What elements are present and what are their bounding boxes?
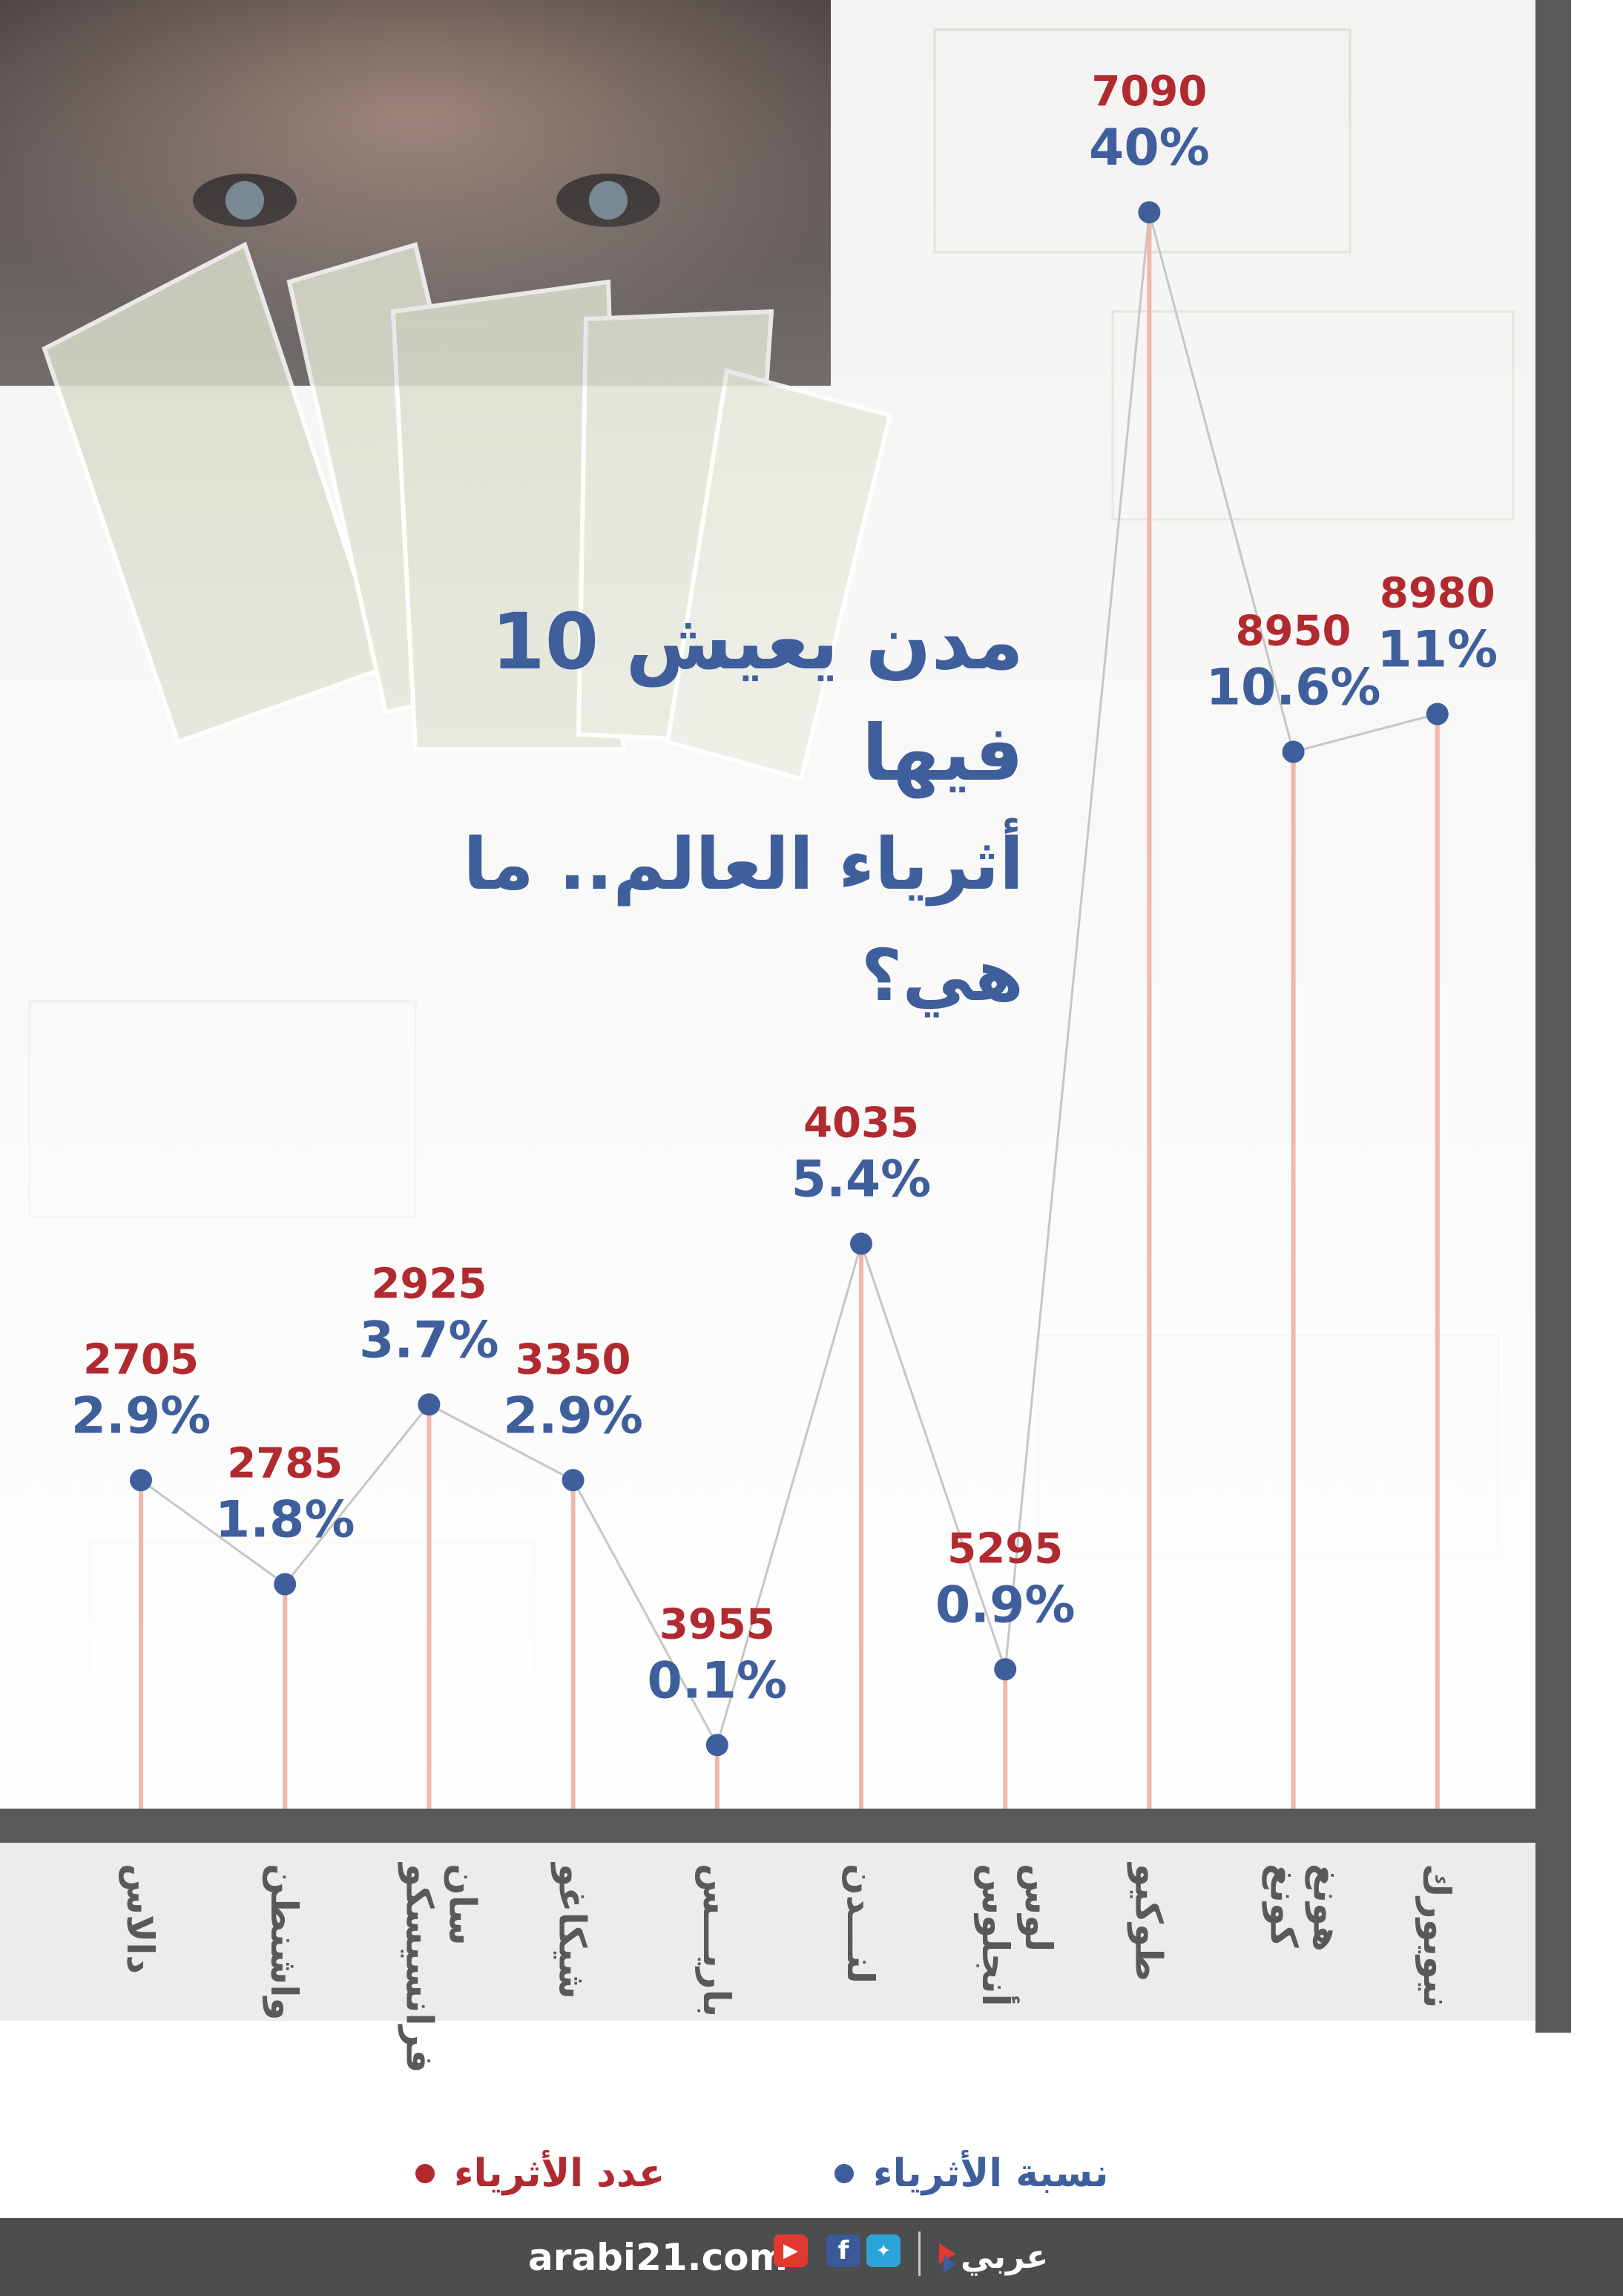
data-point-8 bbox=[1282, 740, 1305, 763]
legend-item-count: عدد الأثرياء bbox=[415, 2140, 665, 2207]
percent-label-8: 10.6% bbox=[1206, 659, 1381, 717]
arabi21-logo-icon bbox=[939, 2243, 955, 2273]
category-label-5: لنـــدن bbox=[839, 1864, 882, 1984]
legend-dot-count bbox=[415, 2164, 435, 2183]
category-text-6: لوسأنجلوس bbox=[973, 1864, 1060, 2007]
percent-label-0: 2.9% bbox=[71, 1387, 211, 1445]
youtube-icon[interactable]: ▶ bbox=[774, 2234, 808, 2267]
title-line-1: 10 مدن يعيش فيها bbox=[491, 596, 1024, 798]
percent-label-6: 0.9% bbox=[935, 1576, 1076, 1634]
data-point-5 bbox=[850, 1232, 872, 1255]
category-text-4: باريـــس bbox=[695, 1864, 738, 2017]
category-text-9: نيويورك bbox=[1415, 1864, 1458, 2008]
category-label-2: سانفرانسيسكو bbox=[397, 1861, 484, 2073]
legend-label-count: عدد الأثرياء bbox=[454, 2151, 665, 2196]
category-text-5: لنـــدن bbox=[839, 1864, 882, 1984]
series-connector-line bbox=[140, 211, 1438, 1749]
data-point-2 bbox=[418, 1393, 441, 1416]
data-point-0 bbox=[130, 1469, 152, 1492]
percent-label-3: 2.9% bbox=[503, 1387, 643, 1445]
data-point-1 bbox=[274, 1573, 297, 1596]
x-axis-bar bbox=[0, 1809, 1571, 1843]
data-point-7 bbox=[1138, 201, 1161, 224]
legend-dot-percent bbox=[834, 2164, 854, 2183]
x-axis-label-band bbox=[0, 1843, 1535, 2021]
category-label-7: طوكيو bbox=[1126, 1861, 1170, 1981]
frame-right-bar bbox=[1535, 0, 1571, 2033]
data-point-9 bbox=[1426, 703, 1449, 726]
count-label-1: 2785 bbox=[227, 1440, 343, 1488]
count-label-5: 4035 bbox=[803, 1099, 919, 1148]
twitter-icon[interactable]: ✦ bbox=[866, 2234, 901, 2267]
category-label-0: دالاس bbox=[119, 1864, 162, 1974]
data-point-3 bbox=[562, 1469, 585, 1492]
percent-label-5: 5.4% bbox=[791, 1151, 932, 1209]
category-label-6: لوسأنجلوس bbox=[973, 1864, 1060, 2007]
count-label-8: 8950 bbox=[1236, 608, 1352, 656]
count-label-9: 8980 bbox=[1380, 570, 1495, 618]
percent-label-4: 0.1% bbox=[648, 1651, 788, 1710]
title-line-2: أثرياء العالم.. ما هي؟ bbox=[463, 823, 1024, 1017]
category-label-3: شيكاغو bbox=[550, 1861, 594, 1999]
percent-label-2: 3.7% bbox=[359, 1311, 499, 1369]
percent-label-7: 40% bbox=[1089, 119, 1210, 177]
category-text-7: طوكيو bbox=[1126, 1861, 1170, 1981]
site-url[interactable]: arabi21.com bbox=[528, 2236, 788, 2279]
legend-item-percent: نسبة الأثرياء bbox=[834, 2140, 1108, 2207]
category-text-1: واشنطن bbox=[262, 1864, 306, 2021]
data-point-4 bbox=[705, 1734, 728, 1757]
category-label-1: واشنطن bbox=[262, 1864, 306, 2021]
count-label-7: 7090 bbox=[1091, 68, 1207, 116]
chart-title: 10 مدن يعيش فيها أثرياء العالم.. ما هي؟ bbox=[415, 586, 1024, 1031]
footer-divider bbox=[918, 2231, 921, 2276]
footer-bar bbox=[0, 2218, 1623, 2296]
count-label-4: 3955 bbox=[659, 1600, 775, 1648]
facebook-icon[interactable]: f bbox=[826, 2234, 860, 2267]
percent-label-1: 1.8% bbox=[215, 1491, 355, 1550]
category-label-9: نيويورك bbox=[1415, 1864, 1458, 2008]
count-label-3: 3350 bbox=[516, 1335, 631, 1384]
category-label-4: باريـــس bbox=[695, 1864, 738, 2017]
brand-name: عربي bbox=[961, 2238, 1049, 2276]
category-text-8: هونغكونغ bbox=[1262, 1864, 1349, 1952]
category-text-2: سانفرانسيسكو bbox=[397, 1861, 484, 2073]
category-text-0: دالاس bbox=[119, 1864, 162, 1974]
percent-label-9: 11% bbox=[1377, 621, 1498, 680]
data-point-6 bbox=[994, 1658, 1017, 1681]
count-label-0: 2705 bbox=[83, 1335, 199, 1384]
category-text-3: شيكاغو bbox=[550, 1861, 594, 1999]
legend-label-percent: نسبة الأثرياء bbox=[873, 2151, 1109, 2196]
category-label-8: هونغكونغ bbox=[1262, 1864, 1349, 1952]
count-label-6: 5295 bbox=[947, 1524, 1063, 1573]
count-label-2: 2925 bbox=[371, 1260, 487, 1308]
